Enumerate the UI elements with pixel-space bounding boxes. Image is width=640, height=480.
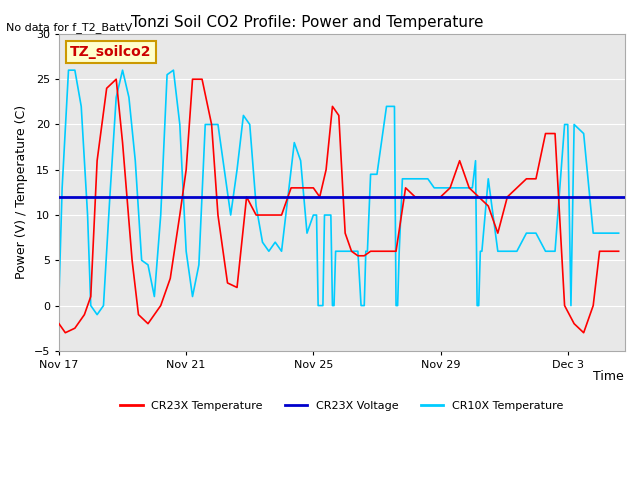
- Text: TZ_soilco2: TZ_soilco2: [70, 45, 152, 59]
- Text: Tonzi Soil CO2 Profile: Power and Temperature: Tonzi Soil CO2 Profile: Power and Temper…: [131, 15, 483, 30]
- X-axis label: Time: Time: [593, 370, 623, 383]
- Legend: CR23X Temperature, CR23X Voltage, CR10X Temperature: CR23X Temperature, CR23X Voltage, CR10X …: [116, 396, 568, 415]
- Text: No data for f_T2_BattV: No data for f_T2_BattV: [6, 22, 132, 33]
- Y-axis label: Power (V) / Temperature (C): Power (V) / Temperature (C): [15, 105, 28, 279]
